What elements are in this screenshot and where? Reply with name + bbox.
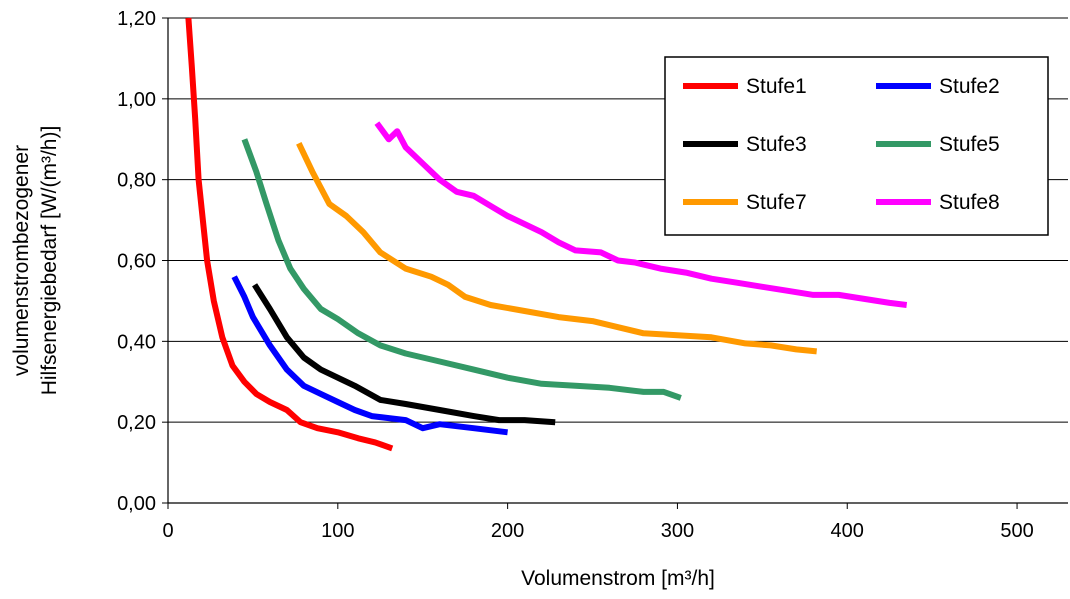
axes-layer: 0,00 0,20 0,40 0,60 0,80 1,00 1,20 0 100 200 300 40… [10, 8, 1068, 590]
x-tick-label-0: 0 [162, 520, 173, 542]
legend-label-stufe1: Stufe1 [746, 75, 807, 98]
x-axis-label: Volumenstrom [m³/h] [521, 567, 715, 590]
x-tick-label-1: 100 [321, 520, 354, 542]
legend-label-stufe7: Stufe7 [746, 191, 807, 214]
series-line-stufe3 [252, 283, 556, 426]
y-tick-label-3: 0,60 [117, 251, 156, 273]
y-tick-label-2: 0,40 [117, 331, 156, 353]
series-line-stufe1 [185, 17, 394, 452]
y-tick-label-5: 1,00 [117, 89, 156, 111]
series-layer [185, 17, 908, 452]
y-tick-label-4: 0,80 [117, 170, 156, 192]
x-tick-label-2: 200 [491, 520, 524, 542]
legend-label-stufe8: Stufe8 [939, 191, 1000, 214]
y-axis-label-group: volumenstrombezogener Hilfsenergiebedarf … [10, 126, 61, 396]
y-axis-label-line1: volumenstrombezogener [10, 145, 33, 376]
series-line-stufe7 [296, 142, 817, 355]
y-tick-label-6: 1,20 [117, 8, 156, 30]
x-tick-label-3: 300 [661, 520, 694, 542]
x-tick-label-5: 500 [1000, 520, 1033, 542]
legend-label-stufe5: Stufe5 [939, 133, 1000, 156]
legend: Stufe1 Stufe2 Stufe3 Stufe5 Stufe7 Stufe8 [664, 56, 1049, 236]
legend-label-stufe2: Stufe2 [939, 75, 1000, 98]
series-line-stufe8 [374, 121, 908, 308]
y-tick-label-1: 0,20 [117, 412, 156, 434]
legend-label-stufe3: Stufe3 [746, 133, 807, 156]
y-tick-label-0: 0,00 [117, 493, 156, 515]
y-axis-label-line2: Hilfsenergiebedarf [W/(m³/h)] [38, 126, 61, 396]
x-tick-label-4: 400 [831, 520, 864, 542]
series-line-stufe2 [231, 275, 508, 436]
series-line-stufe5 [241, 138, 682, 401]
